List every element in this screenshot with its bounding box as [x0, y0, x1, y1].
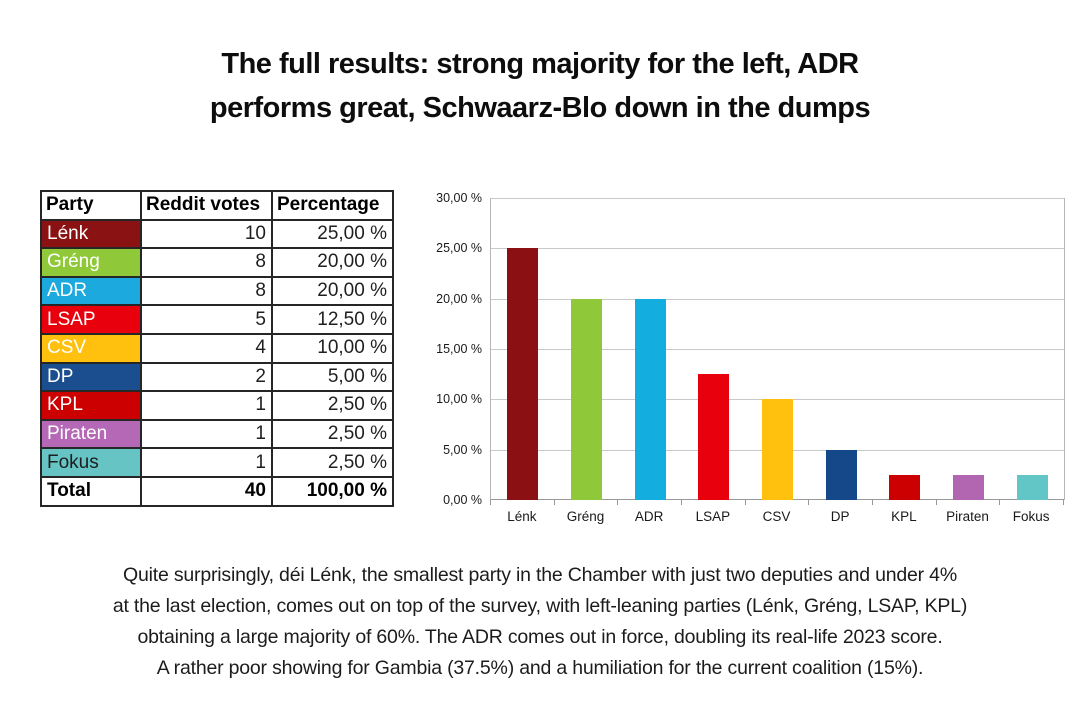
x-axis-tick	[681, 500, 682, 505]
y-axis-label: 30,00 %	[436, 191, 482, 205]
votes-cell: 8	[140, 275, 273, 307]
party-name-cell: Fokus	[40, 447, 142, 478]
y-axis-label: 15,00 %	[436, 342, 482, 356]
x-axis-tick	[808, 500, 810, 505]
page-title: The full results: strong majority for th…	[0, 42, 1080, 130]
table-row-adr: ADR 8 20,00 %	[40, 275, 394, 307]
votes-cell: 8	[140, 247, 273, 278]
x-axis-label-piraten: Piraten	[946, 509, 989, 524]
party-name-cell: KPL	[40, 390, 142, 421]
x-axis-tick	[744, 500, 746, 505]
percentage-cell: 20,00 %	[271, 247, 394, 278]
table-row-kpl: KPL 1 2,50 %	[40, 390, 394, 421]
percentage-cell: 25,00 %	[271, 218, 394, 250]
x-axis-label-lsap: LSAP	[695, 509, 731, 524]
col-header-party: Party	[40, 190, 142, 221]
percentage-cell: 2,50 %	[271, 447, 394, 478]
gridline	[491, 198, 1064, 199]
x-axis-tick	[935, 500, 937, 505]
percentage-cell: 2,50 %	[271, 390, 394, 421]
x-axis-tick	[617, 500, 619, 505]
table-row-lsap: LSAP 5 12,50 %	[40, 304, 394, 335]
votes-cell: 2	[140, 361, 273, 393]
x-axis-label-greng: Gréng	[566, 509, 605, 524]
percentage-cell: 20,00 %	[271, 275, 394, 307]
bar-chart: 0,00 % 5,00 % 10,00 % 15,00 % 20,00 % 25,00 %…	[430, 185, 1078, 537]
votes-cell: 1	[140, 447, 273, 478]
gridline	[491, 248, 1064, 249]
x-axis-label-adr: ADR	[634, 509, 664, 524]
votes-cell: 5	[140, 304, 273, 335]
table-row-lenk: Lénk 10 25,00 %	[40, 218, 394, 250]
results-table: Party Reddit votes Percentage Lénk 10 25,0…	[40, 190, 394, 507]
col-header-percentage: Percentage	[271, 190, 394, 221]
caption-line-2: at the last election, comes out on top o…	[112, 595, 968, 617]
table-row-dp: DP 2 5,00 %	[40, 361, 394, 393]
table-row-piraten: Piraten 1 2,50 %	[40, 418, 394, 450]
party-name-cell: Gréng	[40, 247, 142, 278]
chart-plot-area	[490, 198, 1065, 500]
table-header-row: Party Reddit votes Percentage	[40, 190, 394, 221]
votes-cell: 1	[140, 390, 273, 421]
y-axis-label: 10,00 %	[436, 392, 482, 407]
x-axis-tick	[490, 500, 491, 505]
bar-fokus	[1016, 474, 1048, 500]
caption-line-1: Quite surprisingly, déi Lénk, the smalle…	[123, 564, 957, 586]
col-header-votes: Reddit votes	[140, 190, 273, 221]
x-axis-label-lenk: Lénk	[507, 509, 537, 524]
percentage-cell: 100,00 %	[271, 475, 394, 507]
bar-greng	[571, 298, 602, 500]
bar-kpl	[889, 474, 921, 500]
votes-cell: 10	[140, 218, 273, 250]
table-row-fokus: Fokus 1 2,50 %	[40, 447, 394, 478]
x-axis-label-dp: DP	[830, 509, 850, 524]
x-axis-label-csv: CSV	[762, 509, 791, 524]
party-name-cell: Total	[40, 475, 142, 507]
percentage-cell: 12,50 %	[271, 304, 394, 335]
table-row-csv: CSV 4 10,00 %	[40, 332, 394, 364]
x-axis-tick	[872, 500, 873, 505]
bar-adr	[634, 298, 666, 500]
bar-lsap	[698, 374, 730, 500]
table-row-greng: Gréng 8 20,00 %	[40, 247, 394, 278]
votes-cell: 4	[140, 332, 273, 364]
votes-cell: 40	[140, 475, 273, 507]
page-title-line2: performs great, Schwaarz-Blo down in the…	[209, 92, 871, 124]
party-name-cell: CSV	[40, 332, 142, 364]
x-axis-tick	[999, 500, 1001, 505]
y-axis-label: 25,00 %	[436, 241, 482, 256]
page-title-line1: The full results: strong majority for th…	[221, 48, 859, 80]
bar-dp	[825, 449, 857, 500]
y-axis-label: 5,00 %	[443, 442, 482, 457]
percentage-cell: 10,00 %	[271, 332, 394, 364]
party-name-cell: Piraten	[40, 418, 142, 450]
caption-line-3: obtaining a large majority of 60%. The A…	[137, 626, 943, 648]
bar-lenk	[507, 248, 539, 500]
x-axis-tick	[553, 500, 555, 505]
x-axis-tick	[1063, 500, 1064, 505]
percentage-cell: 2,50 %	[271, 418, 394, 450]
table-row-total: Total 40 100,00 %	[40, 475, 394, 507]
party-name-cell: ADR	[40, 275, 142, 307]
bar-csv	[762, 399, 793, 500]
gridline	[491, 299, 1064, 300]
party-name-cell: Lénk	[40, 218, 142, 250]
caption-line-4: A rather poor showing for Gambia (37.5%)…	[156, 657, 924, 679]
gridline	[491, 349, 1064, 350]
results-table-wrap: Party Reddit votes Percentage Lénk 10 25,0…	[40, 190, 394, 507]
y-axis-label: 20,00 %	[436, 291, 482, 306]
x-axis-label-fokus: Fokus	[1012, 509, 1050, 524]
bar-piraten	[953, 474, 984, 500]
votes-cell: 1	[140, 418, 273, 450]
percentage-cell: 5,00 %	[271, 361, 394, 393]
party-name-cell: DP	[40, 361, 142, 393]
x-axis-label-kpl: KPL	[891, 509, 917, 524]
y-axis-label: 0,00 %	[443, 493, 482, 507]
party-name-cell: LSAP	[40, 304, 142, 335]
caption-text: Quite surprisingly, déi Lénk, the smalle…	[0, 560, 1080, 684]
